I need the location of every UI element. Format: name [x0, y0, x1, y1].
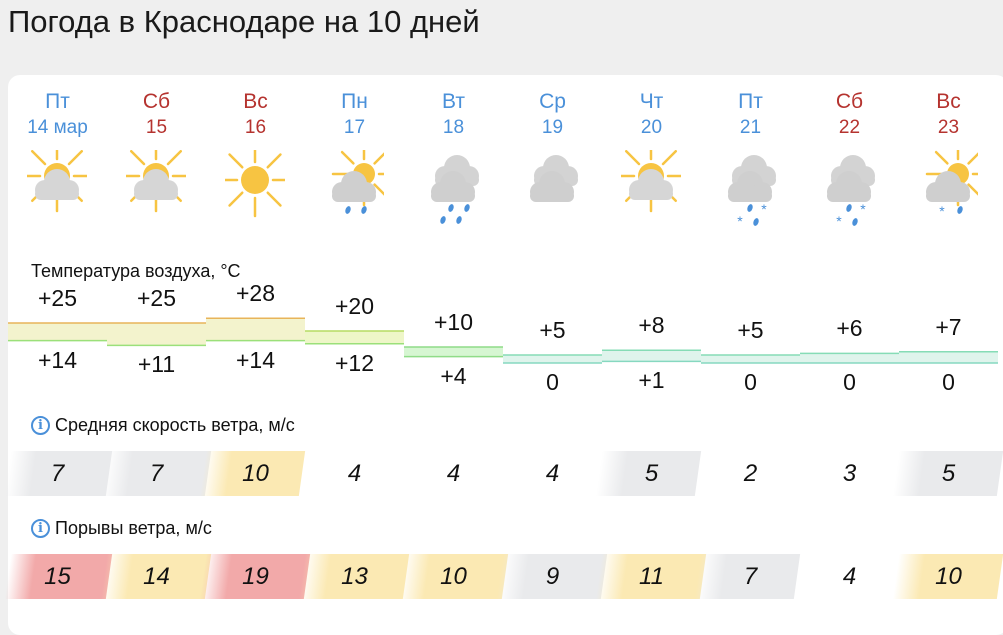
- svg-text:*: *: [836, 213, 842, 229]
- partly-cloudy-sleet-icon: *: [925, 150, 978, 219]
- temp-range-bar: [8, 323, 107, 341]
- day-of-week: Пн: [341, 90, 368, 113]
- day-of-week: Пт: [45, 90, 70, 113]
- temp-max: +5: [737, 317, 764, 343]
- wind-gust-value: 13: [341, 563, 368, 590]
- wind-gust-value: 10: [440, 563, 467, 590]
- day-of-week: Сб: [835, 90, 864, 113]
- temp-min: 0: [546, 369, 559, 395]
- wind-speed-value: 5: [644, 460, 659, 487]
- wind-gust-value: 10: [935, 563, 962, 590]
- temp-min: 0: [942, 369, 955, 395]
- temp-min: +1: [638, 367, 665, 394]
- temp-min: 0: [744, 369, 757, 395]
- partly-cloudy-icon: [27, 150, 87, 213]
- day-date: 15: [145, 117, 168, 138]
- wind-gust-value: 11: [639, 563, 664, 590]
- partly-cloudy-light-rain-icon: [331, 150, 384, 214]
- temp-range-bar: [602, 350, 701, 362]
- temp-min: +4: [440, 362, 467, 389]
- temp-min: +14: [235, 346, 275, 373]
- info-icon[interactable]: i: [31, 416, 50, 435]
- temp-min: 0: [843, 369, 856, 395]
- temp-min: +11: [137, 351, 176, 378]
- day-date: 22: [838, 117, 861, 138]
- temp-max: +5: [539, 317, 566, 343]
- day-date: 16: [244, 117, 267, 138]
- day-of-week: Вт: [442, 90, 465, 113]
- temp-range-bar: [800, 353, 899, 363]
- wind-gust-value: 7: [743, 563, 758, 590]
- sunny-icon: [225, 150, 285, 218]
- day-of-week: Вс: [936, 90, 961, 113]
- day-date: 17: [343, 117, 366, 138]
- temp-max: +28: [235, 280, 275, 307]
- day-of-week: Чт: [639, 90, 664, 113]
- day-date: 18: [442, 117, 465, 138]
- svg-text:*: *: [761, 201, 767, 217]
- day-of-week: Вс: [243, 90, 268, 113]
- svg-text:*: *: [860, 201, 866, 217]
- svg-text:*: *: [737, 213, 743, 229]
- cloudy-rain-icon: [431, 155, 479, 224]
- forecast-card: Пт 14 мар +25 +14 7 15 Сб 15 +25 +11 7 1…: [4, 75, 1003, 635]
- temp-max: +6: [836, 315, 863, 342]
- temp-range-bar: [107, 323, 206, 346]
- day-date: 19: [541, 117, 564, 138]
- day-date: 20: [640, 117, 663, 138]
- cloudy-icon: [530, 155, 578, 202]
- day-of-week: Пт: [738, 90, 763, 113]
- temp-range-bar: [701, 355, 800, 363]
- wind-speed-value: 7: [149, 460, 164, 487]
- cloudy-sleet-icon: **: [728, 155, 776, 229]
- wind-speed-value: 4: [446, 460, 461, 487]
- wind-gust-value: 19: [242, 563, 269, 590]
- wind-gust-value: 9: [545, 563, 560, 590]
- temperature-label: Температура воздуха, °C: [31, 261, 241, 281]
- temp-max: +7: [935, 313, 962, 340]
- wind-speed-value: 3: [842, 460, 857, 487]
- temperature-band: [8, 317, 998, 364]
- temp-range-bar: [206, 318, 305, 341]
- wind-speed-value: 5: [941, 460, 956, 487]
- temp-max: +10: [433, 309, 473, 335]
- temp-max: +20: [334, 293, 374, 319]
- temp-max: +8: [638, 312, 665, 339]
- day-date: 21: [739, 117, 762, 138]
- info-icon[interactable]: i: [31, 519, 50, 538]
- temp-range-bar: [305, 331, 404, 344]
- temp-range-bar: [899, 351, 998, 363]
- gusts-label: i Порывы ветра, м/с: [31, 518, 212, 539]
- temp-range-bar: [404, 347, 503, 357]
- wind-label: i Средняя скорость ветра, м/с: [31, 415, 295, 436]
- temp-min: +14: [37, 346, 77, 373]
- temp-max: +25: [136, 285, 176, 311]
- temp-range-bar: [503, 355, 602, 363]
- page-title: Погода в Краснодаре на 10 дней: [8, 4, 480, 39]
- day-of-week: Сб: [142, 90, 171, 113]
- wind-gust-value: 15: [44, 563, 71, 590]
- partly-cloudy-icon: [126, 150, 186, 213]
- day-date: 23: [937, 117, 960, 138]
- wind-speed-value: 7: [50, 460, 65, 487]
- wind-speed-value: 4: [545, 460, 560, 487]
- partly-cloudy-icon: [621, 150, 681, 213]
- wind-gust-value: 4: [842, 563, 857, 590]
- wind-gust-value: 14: [143, 563, 170, 590]
- wind-speed-value: 4: [347, 460, 362, 487]
- day-date: 14 мар: [27, 117, 88, 138]
- day-of-week: Ср: [539, 90, 566, 113]
- wind-speed-value: 2: [743, 460, 758, 487]
- temp-min: +12: [334, 349, 374, 376]
- wind-speed-value: 10: [242, 460, 269, 487]
- temp-max: +25: [37, 285, 77, 311]
- cloudy-sleet-icon: **: [827, 155, 875, 229]
- svg-text:*: *: [939, 203, 945, 219]
